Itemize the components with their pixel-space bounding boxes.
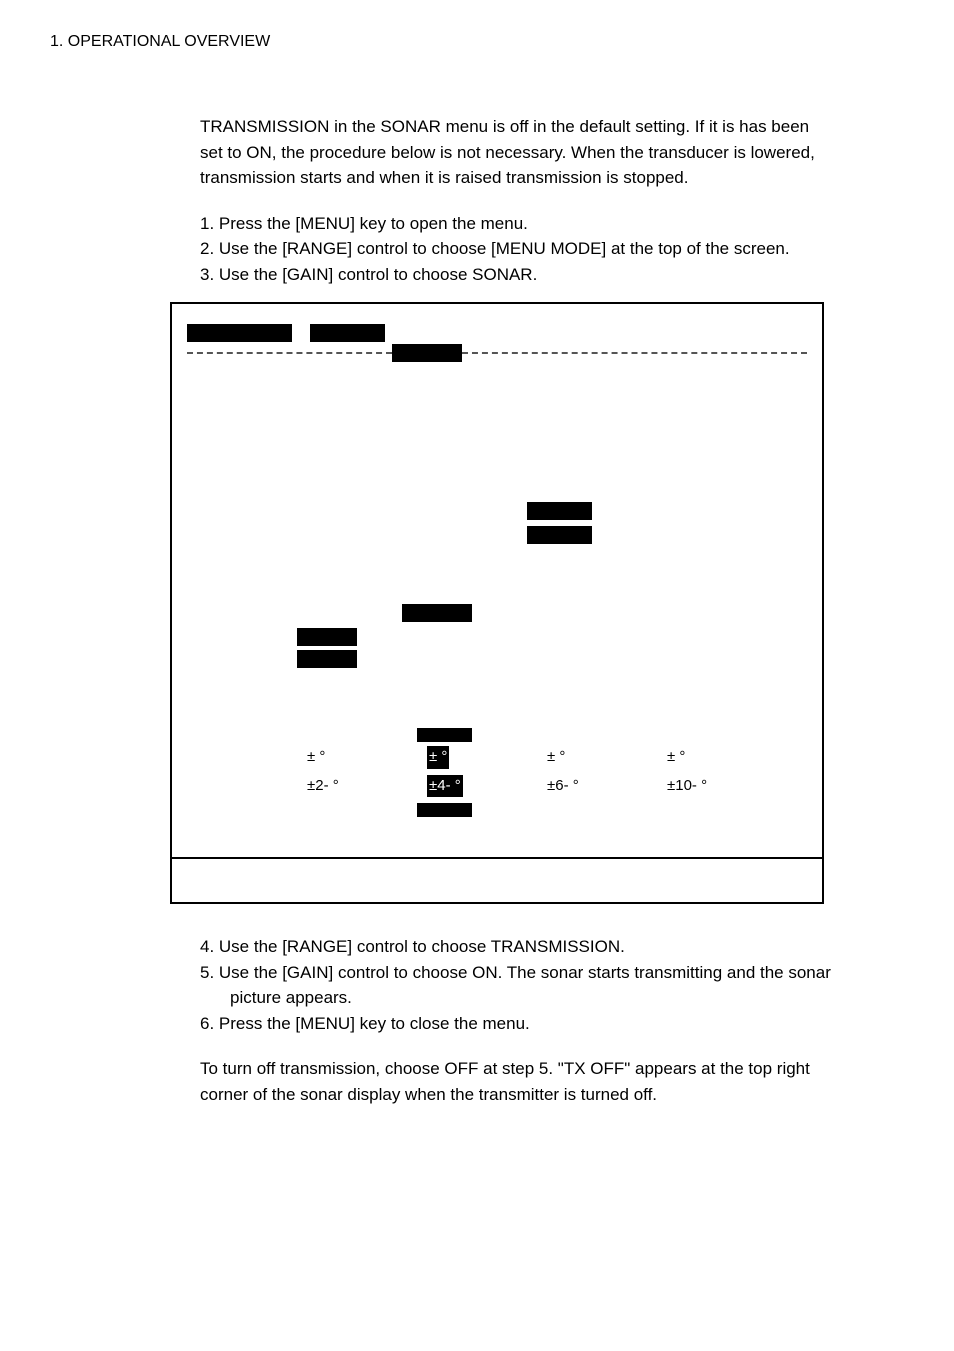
step-item: 4. Use the [RANGE] control to choose TRA… [200,934,834,960]
redacted-block [417,803,472,817]
menu-screenshot-figure: ± °± °± °± ° ±2- °±4- °±6- °±10- ° [170,302,824,904]
menu-dotted-divider [187,344,807,362]
redacted-block [297,628,357,646]
redacted-block [402,604,472,622]
main-content: TRANSMISSION in the SONAR menu is off in… [200,114,834,1107]
degree-cell: ± ° [427,746,547,769]
section-label: 1. OPERATIONAL OVERVIEW [50,33,270,50]
degree-cell: ±2- ° [307,775,427,798]
degree-cell: ± ° [307,746,427,769]
steps-top-list: 1. Press the [MENU] key to open the menu… [200,211,834,288]
steps-bottom-list: 4. Use the [RANGE] control to choose TRA… [200,934,834,1036]
redacted-block [392,344,462,362]
redacted-block [297,650,357,668]
redacted-block [527,502,592,520]
redacted-block [310,324,385,342]
highlighted-degree: ±4- ° [427,775,463,798]
degree-row-1: ± °± °± °± ° [187,746,807,769]
degree-cell: ±4- ° [427,775,547,798]
step-item: 1. Press the [MENU] key to open the menu… [200,211,834,237]
dotted-segment [187,352,392,354]
closing-paragraph: To turn off transmission, choose OFF at … [200,1056,834,1107]
degree-cell: ± ° [667,746,787,769]
step-item: 6. Press the [MENU] key to close the men… [200,1011,834,1037]
degree-cell: ±6- ° [547,775,667,798]
intro-paragraph: TRANSMISSION in the SONAR menu is off in… [200,114,834,191]
highlighted-degree: ± ° [427,746,449,769]
redacted-block [187,324,292,342]
step-item: 5. Use the [GAIN] control to choose ON. … [200,960,834,1011]
degree-cell: ± ° [547,746,667,769]
dotted-segment [462,352,807,354]
step-item: 2. Use the [RANGE] control to choose [ME… [200,236,834,262]
menu-spacer [187,362,807,502]
step-item: 3. Use the [GAIN] control to choose SONA… [200,262,834,288]
redacted-block [527,526,592,544]
degree-row-2: ±2- °±4- ° ±6- °±10- ° [187,775,807,798]
degree-cell: ±10- ° [667,775,787,798]
menu-right-stack [527,502,807,544]
menu-top-row [187,324,807,342]
redacted-block [417,728,472,742]
page-section-header: 1. OPERATIONAL OVERVIEW [50,30,904,54]
menu-bottom-divider [172,857,822,882]
degree-grid: ± °± °± °± ° ±2- °±4- °±6- °±10- ° [187,728,807,817]
menu-center-area [297,604,807,668]
